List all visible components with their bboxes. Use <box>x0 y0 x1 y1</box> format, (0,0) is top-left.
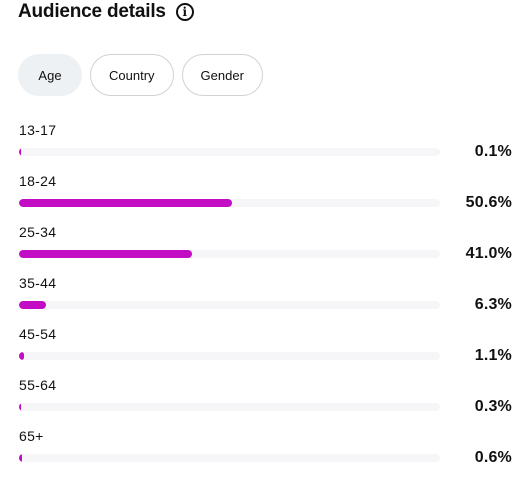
age-label: 35-44 <box>19 275 57 291</box>
progress-fill <box>19 454 22 462</box>
info-icon[interactable]: i <box>175 3 194 21</box>
progress-track <box>19 301 440 309</box>
age-row-18-24: 18-24 50.6% <box>0 169 532 220</box>
age-percentage: 41.0% <box>465 245 512 262</box>
progress-track <box>19 199 440 207</box>
progress-track <box>19 352 440 360</box>
page-title: Audience details <box>18 1 166 22</box>
audience-tabs: Age Country Gender <box>18 54 263 96</box>
progress-fill <box>19 352 24 360</box>
age-percentage: 50.6% <box>465 194 512 211</box>
progress-track <box>19 250 440 258</box>
age-percentage: 0.3% <box>474 398 512 415</box>
age-row-35-44: 35-44 6.3% <box>0 271 532 322</box>
age-breakdown-list: 13-17 0.1% 18-24 50.6% 25-34 41.0% 35-44… <box>0 118 532 475</box>
progress-track <box>19 454 440 462</box>
progress-fill <box>19 250 192 258</box>
progress-fill <box>19 301 46 309</box>
age-label: 65+ <box>19 428 44 444</box>
tab-country[interactable]: Country <box>90 54 174 96</box>
audience-header: Audience details i <box>18 0 194 24</box>
progress-track <box>19 403 440 411</box>
age-percentage: 0.1% <box>474 143 512 160</box>
progress-fill <box>19 403 21 411</box>
progress-fill <box>19 199 233 207</box>
age-percentage: 6.3% <box>474 296 512 313</box>
tab-gender[interactable]: Gender <box>181 54 263 96</box>
age-percentage: 1.1% <box>474 347 512 364</box>
progress-fill <box>19 148 21 156</box>
age-row-55-64: 55-64 0.3% <box>0 373 532 424</box>
age-row-65-plus: 65+ 0.6% <box>0 424 532 475</box>
age-row-25-34: 25-34 41.0% <box>0 220 532 271</box>
tab-age[interactable]: Age <box>18 54 82 96</box>
progress-track <box>19 148 440 156</box>
age-label: 55-64 <box>19 377 57 393</box>
age-label: 25-34 <box>19 224 57 240</box>
age-row-45-54: 45-54 1.1% <box>0 322 532 373</box>
age-row-13-17: 13-17 0.1% <box>0 118 532 169</box>
age-label: 45-54 <box>19 326 57 342</box>
age-label: 13-17 <box>19 122 57 138</box>
age-percentage: 0.6% <box>474 449 512 466</box>
age-label: 18-24 <box>19 173 57 189</box>
